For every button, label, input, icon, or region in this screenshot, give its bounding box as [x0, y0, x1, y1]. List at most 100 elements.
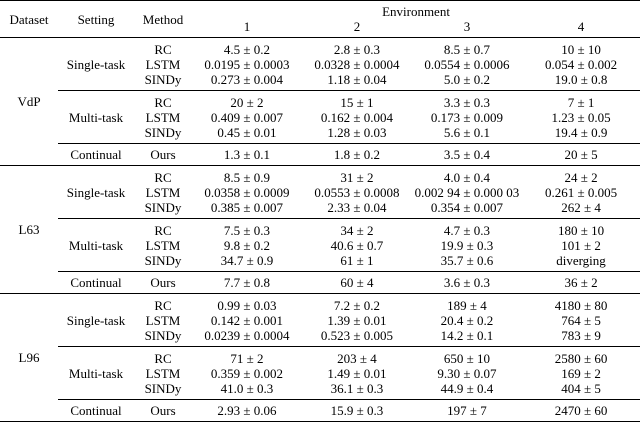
- method: LSTM: [145, 110, 181, 125]
- value: 10 ± 10: [561, 42, 601, 57]
- env-label: 4: [577, 19, 585, 34]
- value-cell: 8.5 ± 0.9 0.0358 ± 0.0009 0.385 ± 0.007: [192, 165, 302, 219]
- value: 2.33 ± 0.04: [327, 200, 387, 215]
- value: 24 ± 2: [564, 170, 598, 185]
- value: 1.18 ± 0.04: [327, 72, 387, 87]
- value: 34 ± 2: [340, 223, 374, 238]
- value-cell: 3.5 ± 0.4: [412, 143, 522, 166]
- value: 180 ± 10: [557, 223, 605, 238]
- group-row: L96 Single-task RC LSTM SINDy 0.99 ± 0.03 0.14…: [0, 293, 640, 422]
- value-cell: 180 ± 10 101 ± 2 diverging: [522, 218, 640, 272]
- value: 31 ± 2: [340, 170, 374, 185]
- method: SINDy: [144, 253, 182, 268]
- value-cell: 20 ± 2 0.409 ± 0.007 0.45 ± 0.01: [192, 90, 302, 144]
- method-cell: RC LSTM SINDy: [134, 293, 192, 347]
- value: 9.30 ± 0.07: [437, 366, 497, 381]
- value-cell: 15 ± 1 0.162 ± 0.004 1.28 ± 0.03: [302, 90, 412, 144]
- value-cell: 4.5 ± 0.2 0.0195 ± 0.0003 0.273 ± 0.004: [192, 37, 302, 91]
- value: 36 ± 2: [564, 275, 598, 290]
- value: 2.8 ± 0.3: [333, 42, 381, 57]
- value: 0.385 ± 0.007: [210, 200, 284, 215]
- value: 19.0 ± 0.8: [554, 72, 608, 87]
- setting: Single-task: [58, 165, 134, 219]
- value: 0.0195 ± 0.0003: [204, 57, 290, 72]
- value: 262 ± 4: [561, 200, 601, 215]
- value: 15 ± 1: [340, 95, 374, 110]
- dataset-name: L63: [0, 165, 58, 294]
- value: 1.23 ± 0.05: [551, 110, 611, 125]
- value: 19.4 ± 0.9: [554, 125, 608, 140]
- value: 7 ± 1: [567, 95, 595, 110]
- method: LSTM: [145, 185, 181, 200]
- value-cell: 197 ± 7: [412, 399, 522, 422]
- value: 0.359 ± 0.002: [210, 366, 284, 381]
- method: LSTM: [145, 313, 181, 328]
- value: 650 ± 10: [443, 351, 491, 366]
- value: 0.162 ± 0.004: [320, 110, 394, 125]
- value: 0.0358 ± 0.0009: [204, 185, 290, 200]
- value: 5.0 ± 0.2: [443, 72, 491, 87]
- value: 169 ± 2: [561, 366, 601, 381]
- value: 189 ± 4: [447, 298, 487, 313]
- value: diverging: [556, 253, 606, 268]
- value-cell: 3.6 ± 0.3: [412, 271, 522, 294]
- value: 3.3 ± 0.3: [443, 95, 491, 110]
- value: 4.7 ± 0.3: [443, 223, 491, 238]
- value: 0.054 ± 0.002: [544, 57, 618, 72]
- value: 14.2 ± 0.1: [440, 328, 494, 343]
- value: 60 ± 4: [340, 275, 374, 290]
- method: SINDy: [144, 328, 182, 343]
- value: 0.273 ± 0.004: [210, 72, 284, 87]
- method: RC: [154, 42, 172, 57]
- value: 4.0 ± 0.4: [443, 170, 491, 185]
- method: RC: [154, 95, 172, 110]
- value-cell: 0.99 ± 0.03 0.142 ± 0.001 0.0239 ± 0.0004: [192, 293, 302, 347]
- value: 2580 ± 60: [554, 351, 608, 366]
- value: 0.002 94 ± 0.000 03: [414, 185, 520, 200]
- method: SINDy: [144, 381, 182, 396]
- method: LSTM: [145, 366, 181, 381]
- value: 41.0 ± 0.3: [220, 381, 274, 396]
- env-label: 1: [243, 19, 251, 34]
- env-label: 2: [353, 19, 361, 34]
- dataset-name: L96: [0, 293, 58, 422]
- group-row: Multi-task RC LSTM SINDy 71 ± 2 0.359 ± 0.002…: [0, 346, 640, 400]
- value-cell: 7.7 ± 0.8: [192, 271, 302, 294]
- table-body: VdP Single-task RC LSTM SINDy 4.5 ± 0.2 0.0195…: [0, 37, 640, 422]
- value: 0.173 ± 0.009: [430, 110, 504, 125]
- value: 783 ± 9: [561, 328, 601, 343]
- value-cell: 1.3 ± 0.1: [192, 143, 302, 166]
- setting: Multi-task: [58, 218, 134, 272]
- value: 0.142 ± 0.001: [210, 313, 284, 328]
- value-cell: 203 ± 4 1.49 ± 0.01 36.1 ± 0.3: [302, 346, 412, 400]
- method: RC: [154, 351, 172, 366]
- value-cell: 650 ± 10 9.30 ± 0.07 44.9 ± 0.4: [412, 346, 522, 400]
- group-row: L63 Single-task RC LSTM SINDy 8.5 ± 0.9 0.0358…: [0, 165, 640, 294]
- method-cell: RC LSTM SINDy: [134, 90, 192, 144]
- method: RC: [154, 223, 172, 238]
- group-row: Multi-task RC LSTM SINDy 7.5 ± 0.3 9.8 ± 0.2 3…: [0, 218, 640, 272]
- value: 4.5 ± 0.2: [223, 42, 271, 57]
- method: Ours: [150, 275, 176, 290]
- value: 35.7 ± 0.6: [440, 253, 494, 268]
- method: Ours: [150, 403, 176, 418]
- setting: Continual: [58, 271, 134, 294]
- header-setting: Setting: [77, 11, 115, 27]
- value: 4180 ± 80: [554, 298, 608, 313]
- value: 7.2 ± 0.2: [333, 298, 381, 313]
- method-cell: RC LSTM SINDy: [134, 37, 192, 91]
- value: 36.1 ± 0.3: [330, 381, 384, 396]
- method: SINDy: [144, 125, 182, 140]
- value: 1.3 ± 0.1: [223, 147, 271, 162]
- setting: Multi-task: [58, 90, 134, 144]
- setting: Multi-task: [58, 346, 134, 400]
- value-cell: 10 ± 10 0.054 ± 0.002 19.0 ± 0.8: [522, 37, 640, 91]
- value: 0.0328 ± 0.0004: [314, 57, 400, 72]
- value: 404 ± 5: [561, 381, 601, 396]
- value: 0.0553 ± 0.0008: [314, 185, 400, 200]
- env-row: 1 2 3 4: [0, 19, 640, 38]
- value: 40.6 ± 0.7: [330, 238, 384, 253]
- setting: Single-task: [58, 293, 134, 347]
- value: 8.5 ± 0.7: [443, 42, 491, 57]
